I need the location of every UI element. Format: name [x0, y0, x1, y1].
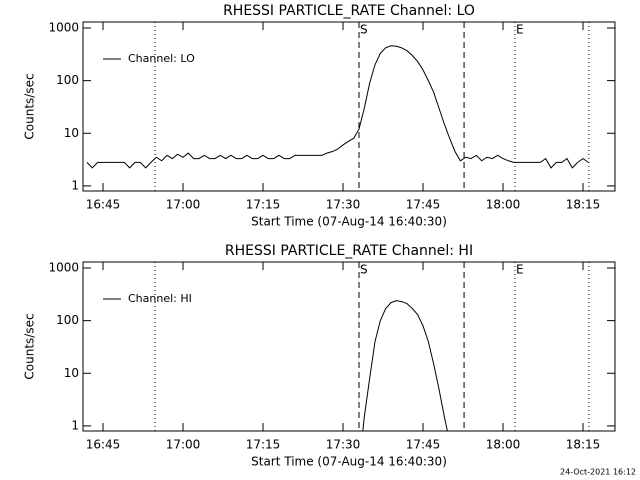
- y-tick-label: 1: [71, 178, 79, 192]
- x-tick-label: 16:45: [86, 198, 121, 212]
- plot-frame: [82, 261, 616, 432]
- x-tick-label: 16:45: [86, 438, 121, 452]
- y-axis-label: Counts/sec: [23, 73, 37, 139]
- plot-frame: [82, 21, 616, 192]
- x-tick-label: 18:15: [566, 438, 601, 452]
- y-tick-label: 1000: [48, 260, 79, 274]
- data-line: [362, 300, 448, 431]
- x-axis-label: Start Time (07-Aug-14 16:40:30): [251, 455, 447, 469]
- y-tick-label: 10: [64, 126, 79, 140]
- footer: 24-Oct-2021 16:12: [560, 468, 636, 477]
- legend-label: Channel: HI: [128, 292, 192, 305]
- y-tick-label: 10: [64, 366, 79, 380]
- y-axis-label: Counts/sec: [23, 313, 37, 379]
- x-tick-label: 17:30: [326, 438, 361, 452]
- marker-label: S: [360, 23, 368, 37]
- x-tick-label: 17:15: [246, 198, 281, 212]
- x-tick-label: 17:15: [246, 438, 281, 452]
- y-tick-label: 1: [71, 418, 79, 432]
- y-tick-label: 100: [56, 73, 79, 87]
- x-tick-label: 18:00: [486, 198, 521, 212]
- y-tick-label: 1000: [48, 20, 79, 34]
- x-tick-label: 17:00: [166, 438, 201, 452]
- x-tick-label: 17:45: [406, 438, 441, 452]
- data-line: [86, 45, 589, 169]
- marker-label: S: [360, 263, 368, 277]
- x-tick-label: 17:00: [166, 198, 201, 212]
- y-tick-label: 100: [56, 313, 79, 327]
- marker-label: E: [516, 263, 524, 277]
- legend-label: Channel: LO: [128, 52, 195, 65]
- x-tick-label: 17:45: [406, 198, 441, 212]
- chart-title: RHESSI PARTICLE_RATE Channel: LO: [223, 3, 475, 19]
- x-tick-label: 18:15: [566, 198, 601, 212]
- x-axis-label: Start Time (07-Aug-14 16:40:30): [251, 215, 447, 229]
- x-tick-label: 18:00: [486, 438, 521, 452]
- x-tick-label: 17:30: [326, 198, 361, 212]
- chart-title: RHESSI PARTICLE_RATE Channel: HI: [225, 243, 473, 259]
- marker-label: E: [516, 23, 524, 37]
